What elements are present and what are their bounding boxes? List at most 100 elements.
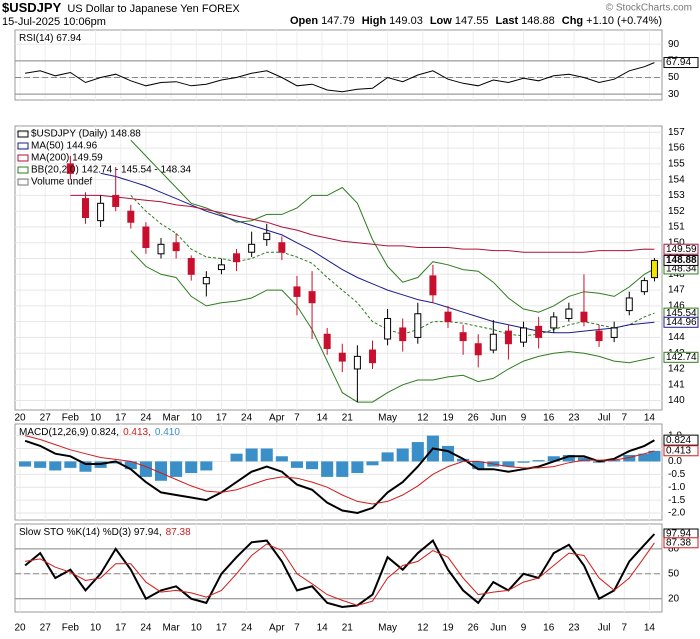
histogram-bar bbox=[154, 461, 168, 481]
y-tick-label: 50 bbox=[668, 72, 680, 83]
y-tick-label: 141 bbox=[668, 379, 685, 390]
x-tick-label: 17 bbox=[216, 623, 228, 634]
value-label: 87.38 bbox=[666, 537, 691, 548]
histogram-bar bbox=[260, 448, 273, 462]
histogram-bar bbox=[502, 461, 515, 467]
value-label: 142.74 bbox=[666, 352, 697, 363]
candle-body bbox=[127, 210, 135, 223]
legend: MACD(12,26,9) 0.824, 0.413, 0.410 bbox=[19, 427, 180, 438]
x-tick-label: 24 bbox=[241, 413, 253, 424]
histogram-bar bbox=[185, 461, 198, 474]
x-tick-label: Mar bbox=[162, 413, 180, 424]
x-tick-label: 16 bbox=[543, 623, 555, 634]
candle-body bbox=[459, 332, 467, 342]
histogram-bar bbox=[547, 456, 560, 462]
band-line bbox=[130, 139, 655, 313]
quote: Open 147.79 High 149.03 Low 147.55 Last 148.88 C… bbox=[290, 15, 662, 27]
candle-body bbox=[535, 325, 543, 338]
candle-body bbox=[610, 327, 618, 338]
value-label-box bbox=[663, 445, 699, 457]
legend-entry: 0.410 bbox=[155, 427, 180, 438]
candle-body bbox=[474, 343, 482, 356]
quote-label: Chg bbox=[562, 15, 583, 27]
x-tick-label: Mar bbox=[162, 623, 180, 634]
x-tick-label: 7 bbox=[621, 413, 627, 424]
y-tick-label: 80 bbox=[668, 544, 680, 555]
histogram-bar bbox=[139, 461, 152, 477]
x-tick-label: 19 bbox=[442, 413, 454, 424]
legend: RSI(14) 67.94 bbox=[19, 33, 82, 44]
candle-body bbox=[368, 349, 376, 364]
x-tick-label: 26 bbox=[468, 413, 480, 424]
histogram-bar bbox=[230, 453, 243, 462]
x-tick-label: 14 bbox=[317, 623, 329, 634]
y-tick-label: 50 bbox=[668, 568, 680, 579]
y-tick-label: 147 bbox=[668, 285, 685, 296]
quote-label: High bbox=[362, 15, 387, 27]
x-tick-label: 12 bbox=[417, 413, 429, 424]
value-label: 97.94 bbox=[666, 529, 691, 540]
value-label: 148.88 bbox=[666, 255, 697, 266]
x-tick-label: Feb bbox=[62, 413, 80, 424]
value-label: 0.824 bbox=[666, 435, 691, 446]
candle-body bbox=[384, 317, 392, 340]
x-tick-label: Feb bbox=[62, 623, 80, 634]
histogram-bar bbox=[290, 461, 304, 468]
x-tick-label: May bbox=[378, 413, 397, 424]
candle-body bbox=[187, 258, 195, 275]
x-tick-label: 23 bbox=[568, 623, 580, 634]
candle-body bbox=[650, 259, 658, 279]
histogram-bar bbox=[562, 454, 575, 462]
x-tick-label: 12 bbox=[417, 623, 429, 634]
x-tick-label: Jul bbox=[598, 413, 611, 424]
y-tick-label: 152 bbox=[668, 206, 685, 217]
histogram-bar bbox=[366, 461, 379, 466]
value-label: 148.34 bbox=[666, 264, 697, 275]
x-tick-label: 16 bbox=[543, 413, 555, 424]
value-label-box bbox=[663, 57, 699, 69]
candle-body bbox=[640, 280, 648, 293]
legend-entry: 87.38 bbox=[166, 527, 191, 538]
value-label: 67.94 bbox=[666, 57, 691, 68]
histogram-bar bbox=[411, 442, 424, 462]
series-line bbox=[70, 194, 655, 253]
header-title: $USDJPY US Dollar to Japanese Yen FOREX bbox=[2, 0, 240, 15]
x-tick-label: 14 bbox=[644, 623, 656, 634]
histogram-bar bbox=[34, 461, 47, 468]
candle-body bbox=[233, 253, 241, 263]
x-tick-label: Apr bbox=[269, 413, 285, 424]
y-tick-label: -0.5 bbox=[668, 469, 686, 480]
candle-body bbox=[353, 355, 361, 370]
histogram-bar bbox=[200, 461, 213, 471]
candle-body bbox=[248, 243, 256, 253]
y-tick-label: -1.5 bbox=[668, 495, 686, 506]
candle-body bbox=[202, 276, 210, 285]
y-tick-label: 150 bbox=[668, 237, 685, 248]
x-tick-label: May bbox=[378, 623, 397, 634]
value-label-box bbox=[663, 537, 699, 549]
quote-value: 148.88 bbox=[521, 15, 555, 27]
band-line bbox=[130, 250, 655, 403]
x-tick-label: Apr bbox=[269, 623, 285, 634]
value-label: 0.413 bbox=[666, 445, 691, 456]
x-tick-label: 23 bbox=[568, 413, 580, 424]
quote-value: 149.03 bbox=[389, 15, 423, 27]
legend-icon bbox=[17, 130, 29, 138]
y-tick-label: -2.0 bbox=[668, 508, 686, 519]
histogram-bar bbox=[321, 461, 334, 477]
band-line bbox=[130, 195, 655, 337]
y-tick-label: 151 bbox=[668, 222, 685, 233]
y-tick-label: 144 bbox=[668, 332, 685, 343]
candle-body bbox=[580, 311, 588, 323]
value-label-box bbox=[663, 254, 699, 266]
series-line bbox=[100, 172, 655, 334]
legend-entry: RSI(14) 67.94 bbox=[19, 33, 82, 44]
series-line bbox=[25, 62, 655, 93]
value-label: 149.59 bbox=[666, 244, 697, 255]
x-tick-label: 7 bbox=[294, 413, 300, 424]
x-tick-label: 17 bbox=[115, 413, 127, 424]
series-line bbox=[24, 533, 656, 609]
x-tick-label: 24 bbox=[140, 413, 152, 424]
candle-body bbox=[308, 291, 316, 304]
